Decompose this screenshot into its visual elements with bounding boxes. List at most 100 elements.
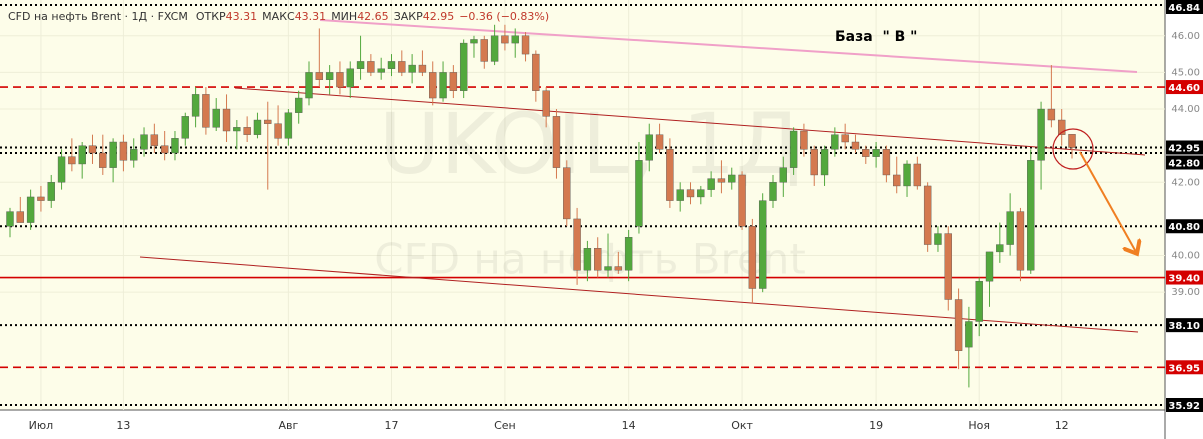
watermark: UKOIL, 1Д [379,95,801,193]
candle-body [439,72,447,99]
candle-body [1006,211,1014,245]
candle-body [294,97,303,113]
candle-body [480,39,488,62]
y-tick-label: 42.00 [1171,177,1200,188]
level-label-box [1166,140,1203,155]
candle-body [47,182,55,201]
candle-body [408,64,416,73]
x-tick-label: 17 [384,419,398,432]
candle-body [233,127,241,132]
level-label-box [1166,360,1203,375]
candle-body [728,174,736,183]
y-tick-label: 46.00 [1171,31,1200,42]
candle-body [583,248,592,271]
x-tick-label: Ноя [968,419,990,432]
candle-body [429,72,437,99]
candle-body [748,226,757,289]
candle-body [150,134,159,146]
candle-body [6,211,14,227]
candle-body [862,149,870,157]
candle-body [449,72,458,91]
level-label: 35.92 [1168,401,1200,412]
candle-body [810,149,818,176]
candle-body [88,145,97,154]
candle-body [697,189,705,198]
ohlc-label: МАКС [262,10,295,23]
candle-body [923,185,932,245]
ohlc-label: МИН [331,10,357,23]
level-label-box [1166,270,1203,285]
candle-body [99,152,107,168]
candle-body [779,167,788,183]
candle-body [542,90,550,117]
ohlc-label: ЗАКР [394,10,423,23]
candle-body [521,35,530,55]
candle-body [16,211,25,223]
level-label: 46.84 [1168,3,1200,14]
ohlc-value: 43.31 [226,10,258,23]
y-tick-label: 40.00 [1171,251,1200,262]
candle-body [789,130,798,168]
level-label-box [1166,0,1203,14]
trend-line [234,87,1146,156]
candle-body [160,145,169,154]
candle-body [851,141,860,150]
candle-body [191,94,200,117]
candle-body [325,72,334,80]
candle-body [800,130,808,150]
level-label: 44.60 [1168,83,1200,94]
candle-body [614,266,623,271]
candle-body [985,251,994,282]
candle-body [470,39,478,44]
trend-line [319,19,1138,73]
candle-body [975,280,983,322]
candle-body [274,123,282,139]
candle-body [841,134,849,143]
level-label: 42.80 [1168,158,1200,169]
chart-title: CFD на нефть Brent · 1Д · FXCM ОТКР43.31 М… [8,10,549,23]
x-tick-label: 13 [116,419,130,432]
time-axis-background [0,410,1165,439]
candle-body [284,112,293,139]
x-tick-label: Июл [29,419,54,432]
level-label: 40.80 [1168,222,1200,233]
x-tick-label: 19 [869,419,883,432]
candle-body [315,72,324,80]
level-label: 39.40 [1168,274,1200,285]
candle-body [305,72,313,99]
candle-body [336,72,344,88]
level-label-box [1166,219,1203,234]
candle-body [707,178,715,190]
candle-body [758,200,767,289]
candle-body [212,108,220,128]
candle-body [820,149,829,176]
level-label-box [1166,318,1203,333]
candle-body [171,138,179,154]
candle-body [222,108,231,132]
candle-body [243,127,251,135]
ohlc-value: 42.95 [423,10,455,23]
candle-body [37,196,45,201]
candle-body [563,167,571,220]
candle-body [624,237,633,271]
candle-body [356,61,365,69]
candle-body [78,145,86,165]
candle-body [738,174,746,227]
annotation: База " В " [835,29,917,45]
candle-body [996,244,1004,253]
level-label-box [1166,398,1203,412]
candle-body [140,134,148,150]
candle-body [1037,108,1045,161]
title-text: CFD на нефть Brent · 1Д · FXCM [8,10,188,23]
level-label-box [1166,80,1203,95]
candle-body [387,61,396,69]
x-tick-label: Авг [278,419,298,432]
candle-body [68,156,76,165]
trend-line [139,256,1139,333]
candle-body [130,149,138,161]
candle-body [872,149,880,157]
candle-body [264,119,272,124]
candle-body [645,134,653,161]
level-label: 38.10 [1168,321,1200,332]
candle-body [501,35,509,44]
